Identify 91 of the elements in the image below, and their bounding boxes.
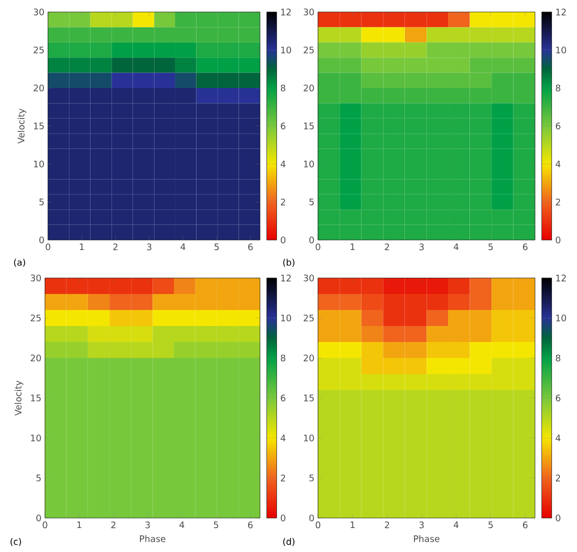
color-bar-label: 12 xyxy=(556,8,566,16)
y-tick-label: 0 xyxy=(39,236,44,244)
color-bar-label: 12 xyxy=(281,274,291,282)
y-tick-label: 30 xyxy=(34,8,44,16)
y-tick-label: 0 xyxy=(36,514,41,522)
text: (b) xyxy=(283,258,294,267)
color-bar-label: 0 xyxy=(556,514,560,522)
y-tick-label: 30 xyxy=(304,8,314,16)
y-tick-label: 20 xyxy=(304,84,314,92)
y-tick-label: 20 xyxy=(34,84,44,92)
y-tick-label: 0 xyxy=(309,236,314,244)
x-tick-label: 2 xyxy=(384,244,390,250)
color-bar-label: 4 xyxy=(556,434,560,442)
y-tick-label: 10 xyxy=(31,434,41,442)
y-tick-label: 15 xyxy=(304,394,314,402)
y-tick-label: 10 xyxy=(304,434,314,442)
color-bar-label: 6 xyxy=(280,394,286,402)
y-tick-label: 10 xyxy=(34,160,44,168)
color-bar-label: 8 xyxy=(280,354,286,362)
x-tick-label: 6 xyxy=(523,244,528,250)
x-tick-label: 4 xyxy=(180,244,186,250)
color-bar-label: 10 xyxy=(281,46,292,54)
x-tick-label: 6 xyxy=(248,522,253,528)
x-tick-label: 4 xyxy=(454,244,459,250)
y-axis-title: Velocity xyxy=(18,108,26,144)
y-tick-label: 20 xyxy=(30,354,41,362)
color-bar-label: 4 xyxy=(556,160,560,168)
x-tick-label: 4 xyxy=(179,522,184,528)
y-tick-label: 15 xyxy=(31,394,41,402)
color-bar-label: 8 xyxy=(280,84,286,92)
y-tick-label: 5 xyxy=(309,198,314,206)
x-tick-label: 5 xyxy=(214,244,219,250)
x-tick-label: 6 xyxy=(523,522,528,528)
y-tick-label: 25 xyxy=(304,46,314,54)
y-tick-label: 25 xyxy=(304,314,314,322)
color-bar-label: 0 xyxy=(280,514,286,522)
x-tick-label: 0 xyxy=(46,244,50,250)
x-tick-label: 2 xyxy=(113,244,118,250)
x-tick-label: 1 xyxy=(80,244,84,250)
color-bar-label: 0 xyxy=(556,236,560,244)
color-bar-label: 6 xyxy=(556,394,560,402)
y-tick-label: 0 xyxy=(309,514,314,522)
x-tick-label: 1 xyxy=(77,522,82,528)
color-bar-label: 2 xyxy=(280,198,286,206)
color-bar-label: 2 xyxy=(280,474,286,482)
x-tick-label: 0 xyxy=(316,244,320,250)
color-bar-label: 2 xyxy=(556,198,560,206)
color-bar-label: 4 xyxy=(280,160,286,168)
color-bar-label: 12 xyxy=(556,274,566,282)
color-bar-label: 12 xyxy=(281,8,291,16)
color-bar-label: 8 xyxy=(556,354,560,362)
y-tick-label: 5 xyxy=(39,198,44,206)
color-bar-label: 6 xyxy=(556,122,560,130)
y-tick-label: 5 xyxy=(309,474,314,482)
y-tick-label: 25 xyxy=(34,46,44,54)
x-axis-title: Phase xyxy=(414,535,440,542)
y-tick-label: 25 xyxy=(30,314,41,322)
x-tick-label: 1 xyxy=(350,244,355,250)
y-tick-label: 30 xyxy=(30,274,41,282)
color-bar-label: 2 xyxy=(556,474,560,482)
x-tick-label: 5 xyxy=(214,522,218,528)
x-tick-label: 6 xyxy=(248,244,253,250)
x-axis-title: Phase xyxy=(140,535,166,542)
x-tick-label: 0 xyxy=(316,522,320,528)
color-bar-label: 4 xyxy=(280,434,286,442)
color-bar-label: 10 xyxy=(281,314,292,322)
y-tick-label: 5 xyxy=(36,474,41,482)
y-tick-label: 10 xyxy=(304,160,314,168)
y-axis-title: Velocity xyxy=(14,380,24,416)
x-tick-label: 3 xyxy=(145,522,150,528)
x-tick-label: 3 xyxy=(419,522,424,528)
text: (a) xyxy=(14,258,26,267)
y-tick-label: 30 xyxy=(304,274,314,282)
color-bar-label: 10 xyxy=(556,46,566,54)
x-tick-label: 2 xyxy=(111,522,116,528)
y-tick-label: 20 xyxy=(304,354,314,362)
y-tick-label: 15 xyxy=(34,122,44,130)
x-tick-label: 5 xyxy=(488,522,493,528)
y-tick-label: 15 xyxy=(304,122,314,130)
x-tick-label: 1 xyxy=(350,522,355,528)
color-bar-label: 8 xyxy=(556,84,560,92)
text: (d) xyxy=(283,538,294,546)
color-bar-label: 0 xyxy=(280,236,286,244)
color-bar-label: 6 xyxy=(280,122,286,130)
color-bar-label: 10 xyxy=(556,314,566,322)
text: (c) xyxy=(10,538,21,546)
x-tick-label: 2 xyxy=(384,522,390,528)
x-tick-label: 3 xyxy=(147,244,152,250)
x-tick-label: 5 xyxy=(488,244,493,250)
x-tick-label: 3 xyxy=(419,244,424,250)
x-tick-label: 4 xyxy=(454,522,459,528)
